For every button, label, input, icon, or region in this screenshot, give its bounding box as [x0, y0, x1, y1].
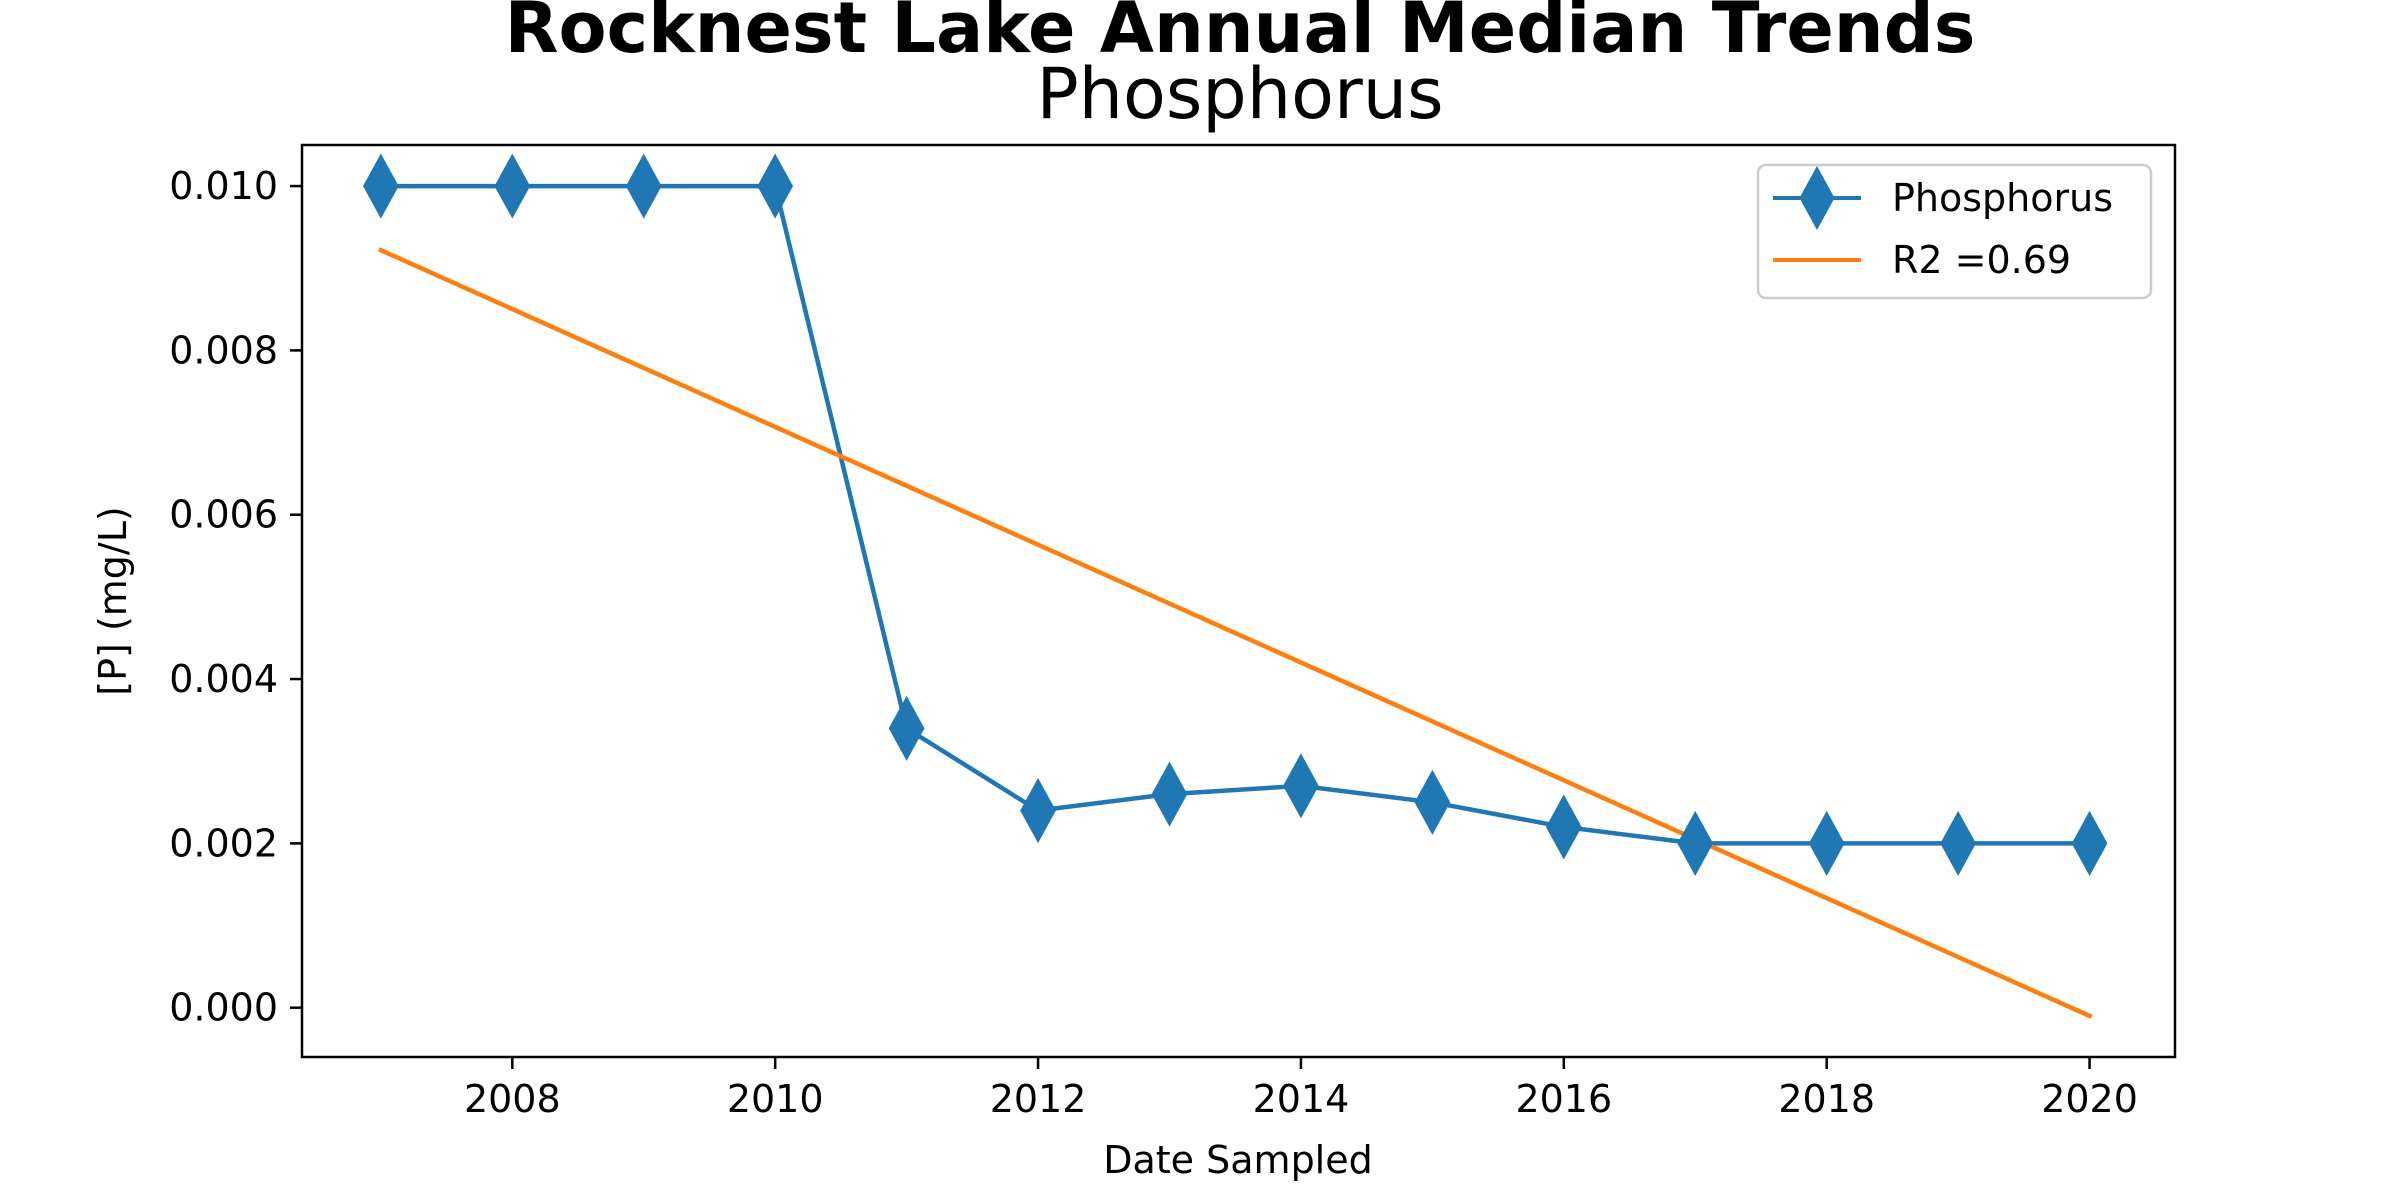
- y-tick-label: 0.000: [169, 986, 278, 1030]
- data-point-marker: [1414, 769, 1451, 835]
- x-tick-label: 2014: [1253, 1077, 1350, 1121]
- data-point-marker: [1151, 761, 1188, 827]
- data-point-marker: [1020, 777, 1056, 844]
- data-point-marker: [888, 695, 925, 761]
- series-layer: [363, 153, 2108, 1019]
- y-tick-label: 0.010: [169, 164, 278, 208]
- y-tick-label: 0.006: [169, 493, 278, 537]
- y-axis: 0.000 0.002 0.004 0.006 0.008 0.010: [169, 164, 302, 1030]
- y-tick-label: 0.004: [169, 657, 278, 701]
- data-point-marker: [757, 153, 794, 219]
- x-axis: 2008 2010 2012 2014 2016 2018 2020: [464, 1057, 2138, 1121]
- data-point-marker: [1808, 810, 1845, 876]
- series-line-trend: [377, 247, 2093, 1019]
- chart-subtitle: Phosphorus: [1036, 53, 1443, 135]
- data-point-marker: [1677, 810, 1714, 876]
- data-point-marker: [1545, 794, 1582, 860]
- y-tick-label: 0.008: [169, 328, 278, 372]
- x-tick-label: 2018: [1778, 1077, 1875, 1121]
- data-point-marker: [363, 153, 399, 219]
- legend-marker-phosphorus: [1799, 165, 1835, 231]
- data-point-marker: [494, 153, 531, 219]
- data-point-marker: [1940, 810, 1976, 876]
- x-axis-label: Date Sampled: [1103, 1138, 1373, 1182]
- series-line-phosphorus: [378, 183, 2092, 846]
- x-tick-label: 2010: [727, 1077, 824, 1121]
- y-axis-label: [P] (mg/L): [91, 506, 135, 695]
- y-tick-label: 0.002: [169, 821, 278, 865]
- x-tick-label: 2012: [990, 1077, 1087, 1121]
- legend-label-phosphorus: Phosphorus: [1892, 176, 2113, 220]
- x-tick-label: 2020: [2041, 1077, 2138, 1121]
- x-tick-label: 2008: [464, 1077, 561, 1121]
- data-point-marker: [1283, 753, 1319, 819]
- legend: Phosphorus R2 =0.69: [1756, 163, 2153, 300]
- x-tick-label: 2016: [1515, 1077, 1612, 1121]
- data-point-marker: [625, 153, 662, 219]
- plot-frame: [300, 143, 2177, 1059]
- data-point-marker: [2071, 810, 2108, 876]
- chart-title: Rocknest Lake Annual Median Trends: [505, 0, 1976, 69]
- legend-label-trend: R2 =0.69: [1892, 238, 2071, 282]
